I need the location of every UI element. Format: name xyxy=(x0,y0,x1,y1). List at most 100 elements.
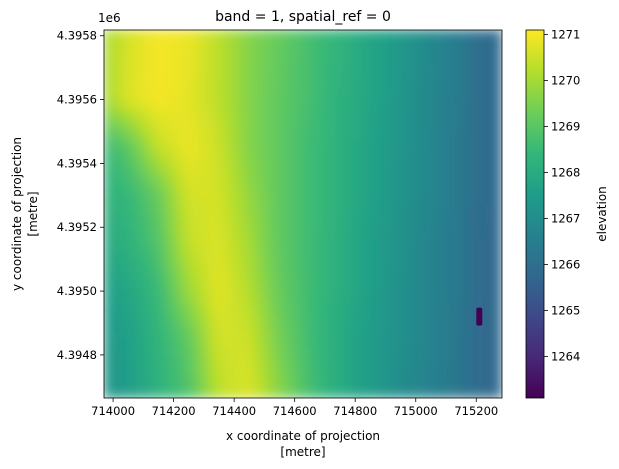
heatmap-cell xyxy=(460,389,470,398)
heatmap-cell xyxy=(377,288,387,299)
heatmap-cell xyxy=(277,355,287,366)
heatmap-cell xyxy=(294,297,304,307)
heatmap-cell xyxy=(410,355,420,366)
heatmap-cell xyxy=(203,330,213,340)
heatmap-cell xyxy=(310,46,321,56)
heatmap-cell xyxy=(111,129,122,140)
heatmap-cell xyxy=(244,138,254,148)
heatmap-cell xyxy=(435,322,445,332)
heatmap-cell xyxy=(285,154,296,165)
heatmap-cell xyxy=(128,230,138,240)
heatmap-cell xyxy=(468,37,478,48)
heatmap-cell xyxy=(153,355,163,366)
heatmap-cell xyxy=(402,272,412,282)
heatmap-cell xyxy=(285,313,296,324)
heatmap-cell xyxy=(186,62,196,73)
heatmap-cell xyxy=(302,313,312,324)
heatmap-cell xyxy=(111,338,122,349)
heatmap-cell xyxy=(426,163,437,173)
heatmap-cell xyxy=(335,96,345,106)
heatmap-cell xyxy=(277,330,287,340)
heatmap-cell xyxy=(319,205,329,215)
heatmap-cell xyxy=(327,205,337,215)
heatmap-cell xyxy=(153,138,163,148)
heatmap-cell xyxy=(227,96,238,106)
heatmap-cell xyxy=(360,221,370,232)
heatmap-cell xyxy=(385,71,395,81)
heatmap-cell xyxy=(402,305,412,315)
heatmap-cell xyxy=(194,171,204,182)
heatmap-cell xyxy=(410,79,420,90)
heatmap-cell xyxy=(451,272,462,282)
heatmap-cell xyxy=(493,313,502,324)
heatmap-cell xyxy=(128,364,138,374)
heatmap-cell xyxy=(484,37,495,48)
heatmap-cell xyxy=(352,213,362,223)
heatmap-cell xyxy=(368,272,379,282)
heatmap-cell xyxy=(335,246,345,257)
heatmap-cell xyxy=(194,62,204,73)
heatmap-cell xyxy=(393,213,403,223)
heatmap-cell xyxy=(211,389,221,398)
heatmap-cell xyxy=(343,330,354,340)
heatmap-cell xyxy=(426,238,437,248)
heatmap-cell xyxy=(244,263,254,274)
heatmap-cell xyxy=(111,364,122,374)
heatmap-cell xyxy=(144,46,155,56)
heatmap-cell xyxy=(393,54,403,64)
heatmap-cell xyxy=(426,96,437,106)
heatmap-cell xyxy=(153,88,163,98)
heatmap-cell xyxy=(178,221,188,232)
heatmap-cell xyxy=(352,330,362,340)
heatmap-cell xyxy=(136,121,146,131)
heatmap-cell xyxy=(294,188,304,198)
heatmap-cell xyxy=(244,338,254,349)
heatmap-cell xyxy=(169,138,180,148)
heatmap-cell xyxy=(120,272,130,282)
heatmap-cell xyxy=(261,121,271,131)
heatmap-cell xyxy=(269,138,279,148)
heatmap-cell xyxy=(484,54,495,64)
heatmap-cell xyxy=(418,71,428,81)
heatmap-cell xyxy=(161,96,171,106)
heatmap-cell xyxy=(161,280,171,290)
heatmap-cell xyxy=(169,79,180,90)
heatmap-cell xyxy=(111,288,122,299)
heatmap-cell xyxy=(468,380,478,391)
heatmap-cell xyxy=(128,305,138,315)
heatmap-cell xyxy=(443,138,453,148)
heatmap-cell xyxy=(203,196,213,207)
heatmap-cell xyxy=(402,238,412,248)
heatmap-cell xyxy=(418,129,428,140)
heatmap-cell xyxy=(451,146,462,156)
heatmap-cell xyxy=(377,355,387,366)
heatmap-cell xyxy=(327,104,337,115)
heatmap-cell xyxy=(443,322,453,332)
heatmap-cell xyxy=(385,37,395,48)
heatmap-cell xyxy=(343,104,354,115)
heatmap-cell xyxy=(153,389,163,398)
heatmap-cell xyxy=(335,37,345,48)
heatmap-cell xyxy=(144,372,155,382)
heatmap-cell xyxy=(261,238,271,248)
heatmap-cell xyxy=(426,372,437,382)
heatmap-cell xyxy=(410,188,420,198)
heatmap-cell xyxy=(402,246,412,257)
heatmap-cell xyxy=(211,288,221,299)
heatmap-cell xyxy=(285,171,296,182)
heatmap-cell xyxy=(128,62,138,73)
heatmap-cell xyxy=(252,221,263,232)
heatmap-cell xyxy=(186,330,196,340)
heatmap-cell xyxy=(410,288,420,299)
heatmap-cell xyxy=(178,129,188,140)
heatmap-cell xyxy=(178,54,188,64)
heatmap-cell xyxy=(418,305,428,315)
heatmap-cell xyxy=(136,380,146,391)
heatmap-cell xyxy=(476,246,486,257)
heatmap-cell xyxy=(368,196,379,207)
heatmap-cell xyxy=(252,372,263,382)
heatmap-cell xyxy=(136,221,146,232)
colorbar-tick-label: 1269 xyxy=(551,120,580,134)
heatmap-cell xyxy=(252,230,263,240)
heatmap-cell xyxy=(294,238,304,248)
